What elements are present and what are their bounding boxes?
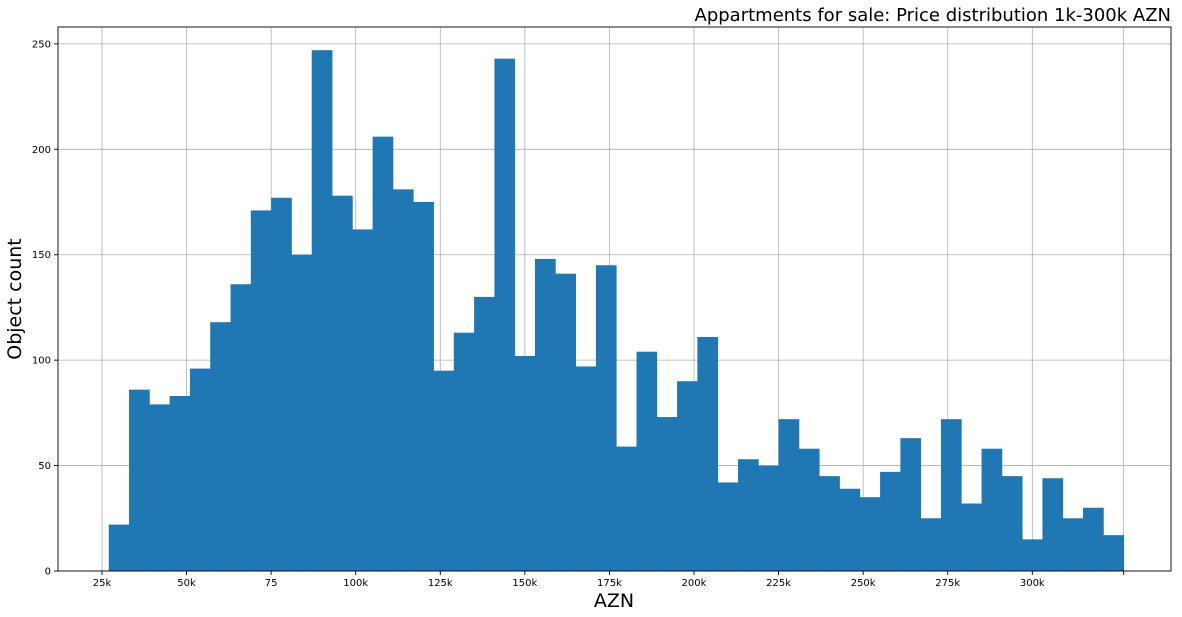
chart-title: Appartments for sale: Price distribution…	[695, 5, 1171, 26]
histogram-bar	[940, 419, 962, 571]
histogram-bar	[413, 202, 434, 571]
histogram-bar	[677, 381, 698, 571]
histogram-bar	[352, 229, 374, 571]
histogram-bar	[433, 370, 455, 571]
y-tick-label: 100	[32, 356, 51, 367]
histogram-bar	[372, 136, 394, 571]
histogram-bar	[880, 471, 901, 571]
histogram-bar	[555, 273, 576, 571]
x-tick-label: 75	[265, 578, 278, 589]
x-tick-label: 275k	[935, 578, 960, 589]
histogram-bar	[535, 258, 556, 571]
x-tick-label: 225k	[766, 578, 791, 589]
ticks-layer: 25k 50k 75 100k 125k 150k 175k 200k 225k 250k 275k…	[32, 39, 1125, 589]
histogram-bar	[859, 497, 881, 571]
x-tick-label: 150k	[512, 578, 537, 589]
histogram-bar	[717, 482, 739, 571]
histogram-bar	[636, 351, 658, 571]
histogram-bar	[819, 476, 840, 571]
histogram-bar	[575, 366, 597, 571]
histogram-bar	[1042, 478, 1064, 571]
histogram-bar	[737, 459, 759, 571]
x-tick-label: 200k	[682, 578, 707, 589]
histogram-bar	[758, 465, 779, 571]
histogram-bar	[798, 448, 820, 571]
histogram-bar	[291, 254, 313, 571]
histogram-bar	[961, 503, 982, 571]
y-tick-label: 150	[32, 250, 51, 261]
histogram-bar	[656, 417, 678, 571]
bars-layer	[108, 50, 1125, 572]
histogram-bar	[210, 322, 231, 571]
x-tick-label: 100k	[343, 578, 368, 589]
histogram-bar	[453, 332, 475, 571]
histogram-bar	[1062, 518, 1084, 571]
histogram-bar	[981, 448, 1003, 571]
histogram-bar	[1083, 507, 1104, 571]
histogram-bar	[839, 488, 861, 571]
x-tick-label: 50k	[177, 578, 196, 589]
histogram-bar	[697, 336, 719, 571]
histogram-bar	[474, 296, 495, 571]
x-tick-label: 125k	[428, 578, 453, 589]
histogram-bar	[616, 446, 637, 571]
histogram-bar	[311, 50, 333, 572]
histogram-bar	[108, 524, 130, 571]
histogram-bar	[169, 395, 191, 571]
histogram-bar	[189, 368, 211, 571]
y-tick-label: 200	[32, 145, 51, 156]
plot-area-frame	[57, 26, 1172, 572]
histogram-bar	[271, 197, 292, 571]
histogram-bar	[332, 195, 353, 571]
x-tick-label: 25k	[93, 578, 112, 589]
histogram-bar	[129, 389, 150, 571]
histogram-bar	[230, 284, 252, 571]
x-axis-title: AZN	[594, 590, 634, 612]
histogram-bar	[1001, 476, 1023, 571]
y-tick-label: 250	[32, 39, 51, 50]
histogram-bar	[494, 58, 516, 571]
histogram-bar	[514, 355, 536, 571]
histogram-bar	[149, 404, 171, 571]
x-tick-label: 300k	[1020, 578, 1045, 589]
x-tick-label: 250k	[851, 578, 876, 589]
histogram-bar	[900, 438, 922, 571]
x-tick-label: 175k	[597, 578, 622, 589]
y-tick-label: 50	[38, 461, 51, 472]
histogram-bar	[920, 518, 942, 571]
histogram-bar	[595, 265, 617, 571]
histogram-bar	[250, 210, 272, 571]
histogram-bar	[1103, 535, 1125, 571]
histogram-bar	[392, 189, 414, 572]
histogram-bar	[1022, 539, 1043, 571]
y-axis-title: Object count	[4, 238, 26, 360]
y-tick-label: 0	[45, 567, 51, 578]
histogram-bar	[778, 419, 800, 571]
